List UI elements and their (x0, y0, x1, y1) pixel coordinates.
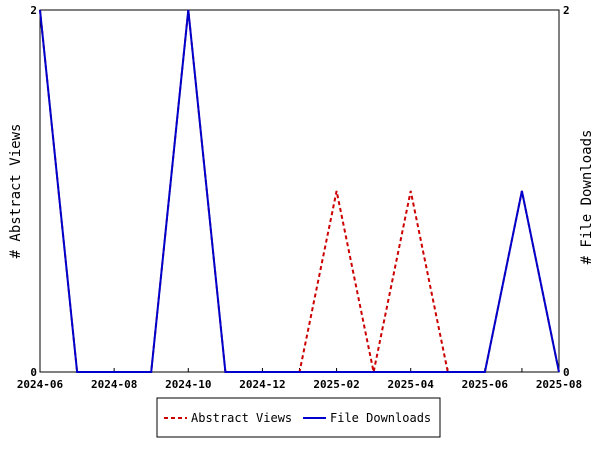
y-tick-label: 0 (30, 366, 37, 379)
legend-label-abstract-views: Abstract Views (191, 411, 292, 425)
x-tick-label: 2025-02 (313, 378, 359, 391)
plot-area (39, 9, 560, 373)
y2-tick-label: 0 (563, 366, 570, 379)
x-tick-label: 2024-08 (91, 378, 137, 391)
y-tick-label: 2 (30, 4, 37, 17)
x-tick-label: 2025-04 (388, 378, 435, 391)
series-line-file-downloads (39, 9, 560, 373)
x-tick-label: 2024-12 (239, 378, 285, 391)
x-tick-label: 2025-08 (536, 378, 582, 391)
legend-label-file-downloads: File Downloads (330, 411, 431, 425)
series-layer (39, 9, 560, 373)
y-axis-title-left: # Abstract Views (8, 124, 24, 259)
y-axis-title-right: # File Downloads (579, 130, 595, 265)
legend: Abstract Views File Downloads (156, 397, 441, 438)
x-axis: 2024-06 2024-08 2024-10 2024-12 2025-02 2025-… (17, 368, 582, 391)
x-tick-label: 2024-06 (17, 378, 64, 391)
y2-tick-label: 2 (563, 4, 570, 17)
x-tick-label: 2024-10 (165, 378, 211, 391)
legend-box (156, 397, 441, 438)
x-tick-label: 2025-06 (462, 378, 509, 391)
